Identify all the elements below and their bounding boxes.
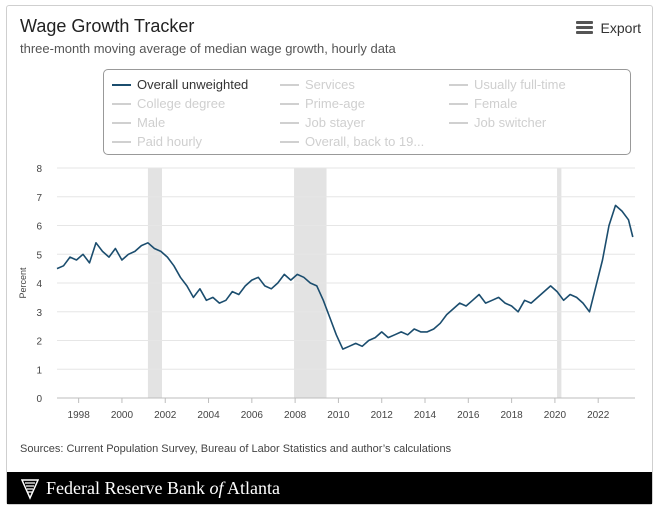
menu-icon: [575, 21, 593, 35]
legend-label: College degree: [137, 96, 226, 111]
legend-swatch: [112, 140, 131, 143]
x-tick-label: 2018: [500, 410, 523, 421]
legend-item-college-degree[interactable]: College degree: [112, 96, 225, 111]
eagle-logo-icon: [21, 479, 39, 500]
x-tick-label: 2016: [457, 410, 480, 421]
export-button[interactable]: Export: [575, 20, 641, 36]
series-legend: Overall unweighted Services Usually full…: [103, 69, 631, 155]
chart-subtitle: three-month moving average of median wag…: [20, 41, 396, 56]
x-tick-label: 2000: [111, 410, 134, 421]
x-tick-label: 2020: [544, 410, 567, 421]
legend-swatch: [112, 121, 131, 124]
legend-label: Job switcher: [474, 115, 547, 130]
x-tick-label: 2012: [371, 410, 394, 421]
y-tick-label: 2: [36, 337, 42, 348]
legend-item-usually-full-time[interactable]: Usually full-time: [449, 77, 566, 92]
legend-swatch: [112, 102, 131, 105]
footer-bar: Federal Reserve Bank of Atlanta: [7, 472, 652, 504]
legend-item-female[interactable]: Female: [449, 96, 517, 111]
y-tick-label: 3: [36, 308, 42, 319]
legend-swatch: [280, 83, 299, 86]
y-tick-label: 8: [36, 164, 42, 175]
x-tick-label: 2008: [284, 410, 307, 421]
legend-item-overall-unweighted[interactable]: Overall unweighted: [112, 77, 248, 92]
legend-swatch: [280, 102, 299, 105]
legend-swatch: [449, 121, 468, 124]
chart-title: Wage Growth Tracker: [20, 16, 195, 36]
x-tick-label: 1998: [68, 410, 91, 421]
legend-item-overall-back-to-19[interactable]: Overall, back to 19...: [280, 134, 424, 149]
footer-org-part: Federal Reserve Bank: [46, 478, 205, 498]
y-tick-label: 6: [36, 222, 42, 233]
footer-org-part: Atlanta: [226, 478, 280, 498]
y-tick-label: 7: [36, 193, 42, 204]
x-tick-label: 2006: [241, 410, 264, 421]
y-tick-label: 5: [36, 250, 42, 261]
x-tick-label: 2004: [197, 410, 220, 421]
legend-swatch: [449, 102, 468, 105]
export-label: Export: [600, 20, 641, 36]
legend-item-services[interactable]: Services: [280, 77, 355, 92]
legend-label: Male: [137, 115, 166, 130]
chart-panel: [6, 5, 653, 505]
footer-org-italic: of: [209, 478, 224, 498]
legend-swatch: [280, 121, 299, 124]
legend-swatch: [112, 83, 131, 86]
legend-swatch: [280, 140, 299, 143]
legend-label: Overall, back to 19...: [305, 134, 425, 149]
y-tick-label: 0: [36, 394, 42, 405]
series-line: [56, 204, 634, 350]
x-tick-label: 2002: [154, 410, 177, 421]
x-tick-label: 2010: [327, 410, 350, 421]
legend-label: Prime-age: [305, 96, 365, 111]
legend-label: Usually full-time: [474, 77, 566, 92]
legend-item-job-stayer[interactable]: Job stayer: [280, 115, 365, 130]
y-axis-label: Percent: [18, 267, 28, 299]
legend-label: Job stayer: [305, 115, 365, 130]
legend-label: Overall unweighted: [137, 77, 249, 92]
line-chart: 0 1 2 3 4 5 6 7 8 1998 2000 2002 2004 2006 2008 2010 201…: [18, 164, 635, 421]
legend-item-prime-age[interactable]: Prime-age: [280, 96, 365, 111]
footer-org-name: Federal Reserve Bank of Atlanta: [46, 478, 280, 499]
legend-item-paid-hourly[interactable]: Paid hourly: [112, 134, 202, 149]
legend-swatch: [449, 83, 468, 86]
sources-note: Sources: Current Population Survey, Bure…: [20, 443, 452, 455]
y-tick-label: 4: [36, 279, 42, 290]
legend-item-male[interactable]: Male: [112, 115, 165, 130]
legend-label: Services: [305, 77, 355, 92]
legend-label: Paid hourly: [137, 134, 203, 149]
y-tick-label: 1: [36, 365, 42, 376]
legend-label: Female: [474, 96, 518, 111]
legend-item-job-switcher[interactable]: Job switcher: [449, 115, 546, 130]
x-tick-label: 2014: [414, 410, 437, 421]
x-tick-label: 2022: [587, 410, 610, 421]
